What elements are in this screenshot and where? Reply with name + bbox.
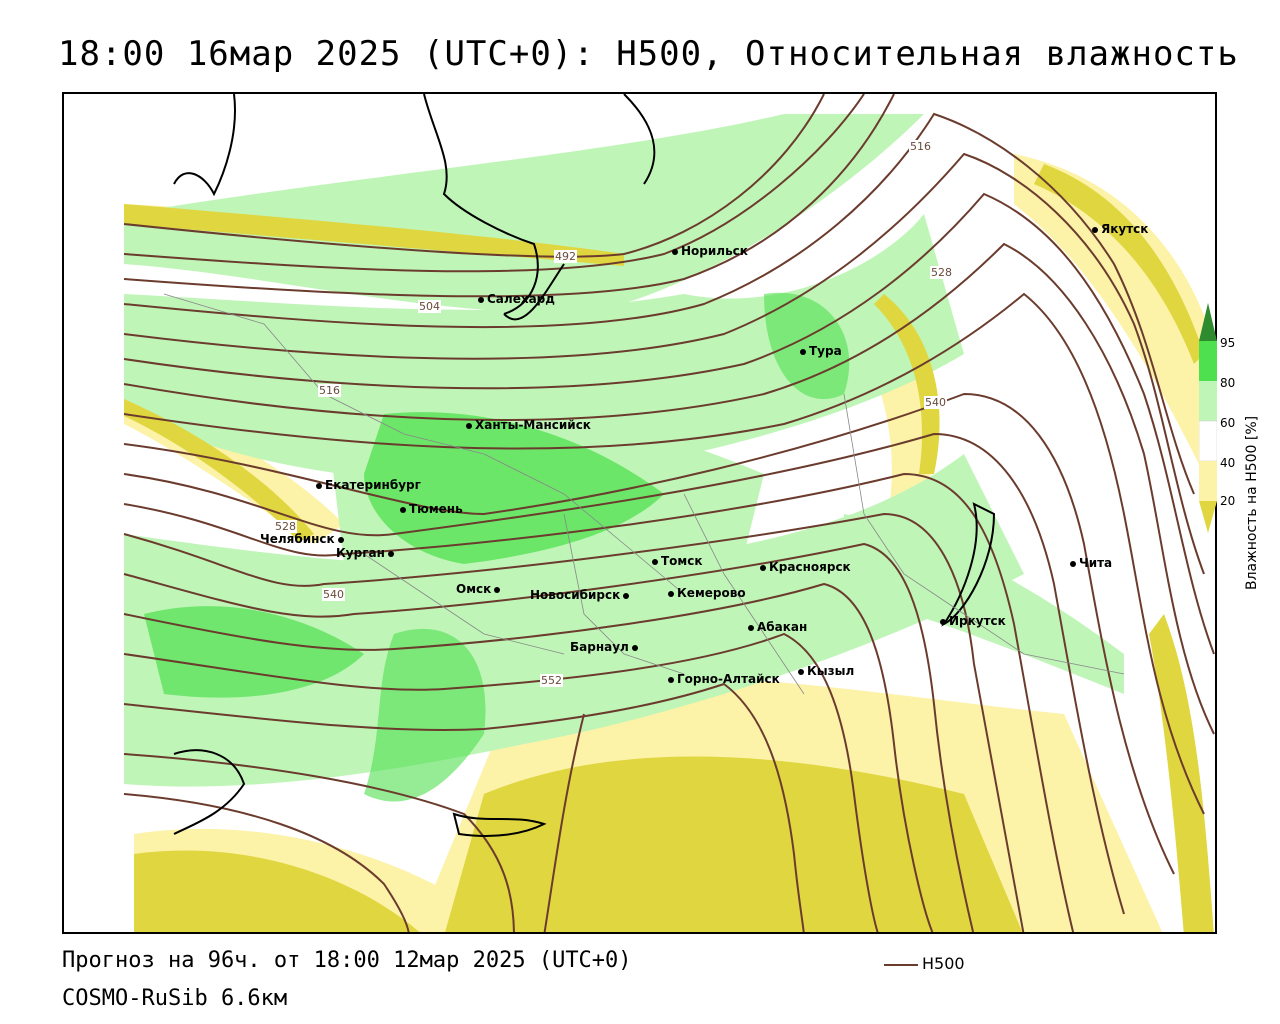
colorbar-title: Влажность на H500 [%] [1244, 415, 1260, 590]
contour-label: 516 [318, 384, 341, 397]
contour-label: 492 [554, 250, 577, 263]
city-gorno-altaysk: Горно-Алтайск [668, 672, 780, 686]
colorbar-tick: 60 [1220, 416, 1236, 430]
colorbar-tick: 20 [1220, 494, 1236, 508]
contour-label: 552 [540, 674, 563, 687]
colorbar-tick: 95 [1220, 336, 1236, 350]
model-name: COSMO-RuSib 6.6км [62, 986, 288, 1011]
city-krasnoyarsk: Красноярск [760, 560, 851, 574]
colorbar-tick: 80 [1220, 376, 1236, 390]
city-omsk: Омск [456, 582, 503, 596]
forecast-map: 516 528 540 492 504 516 528 540 552 Нори… [62, 92, 1217, 934]
contour-label: 540 [322, 588, 345, 601]
city-salekhard: Салехард [478, 292, 555, 306]
city-chita: Чита [1070, 556, 1112, 570]
contour-label: 504 [418, 300, 441, 313]
contour-label: 516 [909, 140, 932, 153]
city-barnaul: Барнаул [570, 640, 641, 654]
city-norilsk: Норильск [672, 244, 748, 258]
city-abakan: Абакан [748, 620, 807, 634]
h500-legend: H500 [884, 954, 965, 973]
city-irkutsk: Иркутск [940, 614, 1006, 628]
city-tomsk: Томск [652, 554, 703, 568]
city-yakutsk: Якутск [1092, 222, 1148, 236]
city-kyzyl: Кызыл [798, 664, 854, 678]
city-tura: Тура [800, 344, 842, 358]
h500-contours [123, 94, 1215, 932]
h500-line-swatch [884, 963, 918, 966]
city-tyumen: Тюмень [400, 502, 463, 516]
contour-label: 540 [924, 396, 947, 409]
chart-title: 18:00 16мар 2025 (UTC+0): H500, Относите… [58, 34, 1239, 74]
city-novosibirsk: Новосибирск [530, 588, 632, 602]
forecast-info: Прогноз на 96ч. от 18:00 12мар 2025 (UTC… [62, 948, 632, 973]
contour-label: 528 [930, 266, 953, 279]
city-ekaterinburg: Екатеринбург [316, 478, 421, 492]
contour-label: 528 [274, 520, 297, 533]
humidity-colorbar [1199, 303, 1217, 533]
humidity-field [64, 94, 1215, 932]
colorbar-tick: 40 [1220, 456, 1236, 470]
city-khanty-mansiysk: Ханты-Мансийск [466, 418, 591, 432]
city-kemerovo: Кемерово [668, 586, 746, 600]
city-chelyabinsk: Челябинск [260, 532, 347, 546]
city-kurgan: Курган [336, 546, 397, 560]
